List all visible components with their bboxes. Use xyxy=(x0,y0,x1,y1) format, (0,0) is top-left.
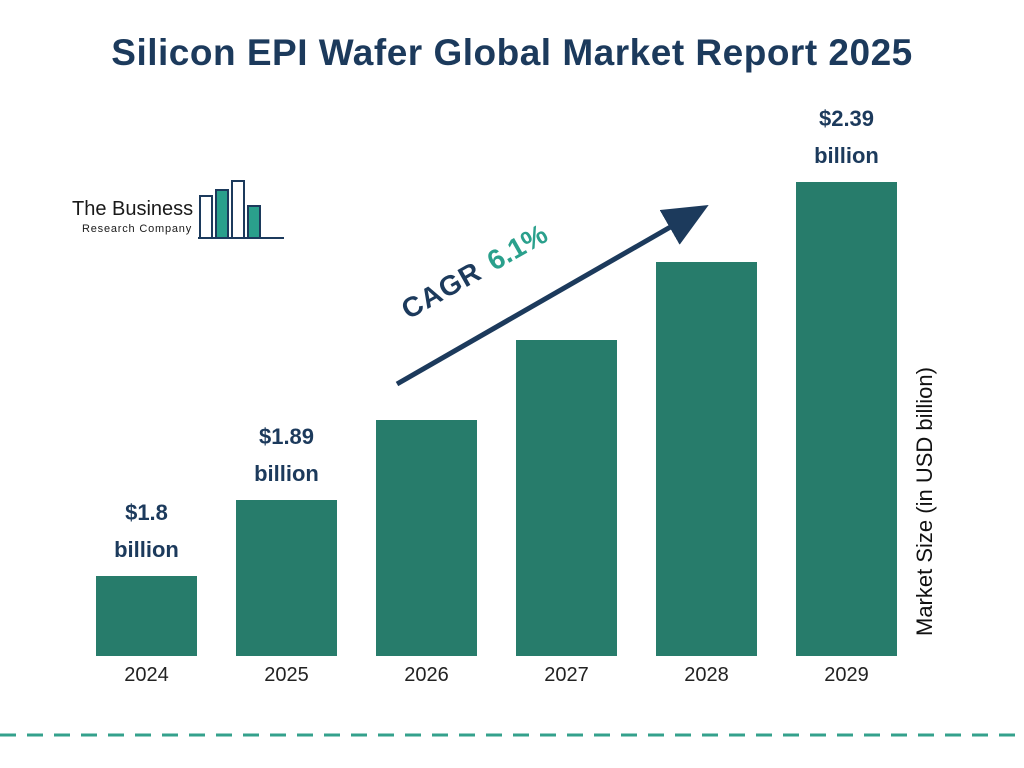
x-tick-label-2026: 2026 xyxy=(404,664,449,686)
bar-2026 xyxy=(376,420,477,656)
x-tick-label-2024: 2024 xyxy=(124,664,169,686)
bar-2025 xyxy=(236,500,337,656)
bar-2029 xyxy=(796,182,897,656)
logo-chart-icon xyxy=(198,180,284,239)
bar-2024 xyxy=(96,576,197,656)
logo-text-line2: Research Company xyxy=(82,223,193,235)
bottom-dashed-divider xyxy=(0,733,1024,737)
y-axis-label: Market Size (in USD billion) xyxy=(912,367,937,637)
x-tick-label-2025: 2025 xyxy=(264,664,309,686)
value-label-2029: $2.39 billion xyxy=(814,106,879,168)
value-label-2024: $1.8 billion xyxy=(114,500,179,562)
x-tick-label-2028: 2028 xyxy=(684,664,729,686)
value-label-2025: $1.89 billion xyxy=(254,424,319,486)
bar-2027 xyxy=(516,340,617,656)
company-logo: The Business Research Company xyxy=(72,198,292,235)
page-title: Silicon EPI Wafer Global Market Report 2… xyxy=(111,32,913,73)
x-tick-label-2029: 2029 xyxy=(824,664,869,686)
logo-text-line1: The Business xyxy=(72,198,194,220)
cagr-trend-arrow xyxy=(395,205,709,387)
bar-2028 xyxy=(656,262,757,656)
x-tick-label-2027: 2027 xyxy=(544,664,589,686)
